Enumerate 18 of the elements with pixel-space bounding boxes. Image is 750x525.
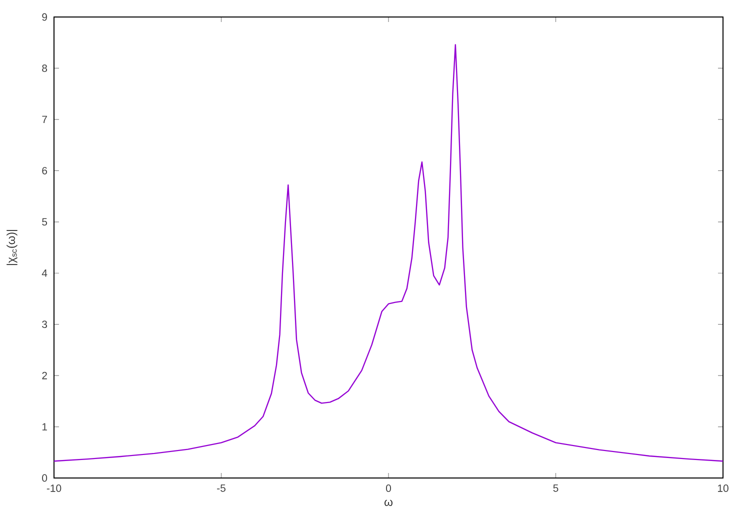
x-tick-label: 0 [386, 484, 391, 492]
y-tick-label: 1 [42, 423, 47, 430]
y-tick-label: 8 [42, 64, 48, 72]
y-tick-label: 9 [42, 13, 47, 21]
line-series [54, 44, 724, 462]
x-axis-title: ω [384, 500, 392, 506]
y-tick-label: 0 [42, 474, 48, 482]
y-tick-label: 7 [42, 116, 47, 124]
y-tick-label: 3 [42, 320, 48, 328]
y-tick-label: 2 [42, 372, 47, 380]
y-axis-title: |χ$_{sc}$(ω)| [6, 230, 18, 266]
x-tick-label: -5 [217, 484, 226, 492]
y-tick-label: 4 [42, 270, 48, 277]
y-tick-label: 5 [42, 218, 48, 226]
x-tick-label: 5 [553, 484, 558, 492]
y-tick-label: 6 [42, 166, 48, 174]
x-tick-label: -10 [46, 484, 62, 492]
x-tick-label: 10 [718, 484, 728, 492]
